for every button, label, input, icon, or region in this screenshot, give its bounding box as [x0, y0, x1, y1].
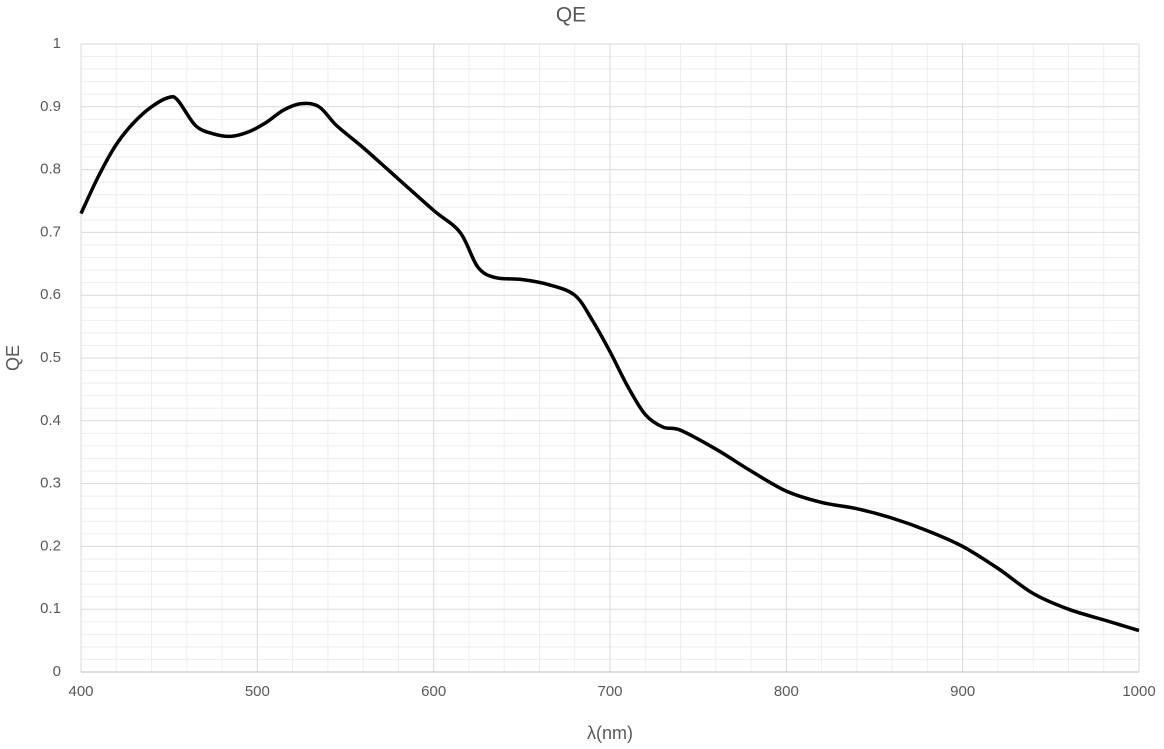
- y-tick-label: 0.7: [40, 223, 61, 240]
- x-tick-label: 700: [597, 683, 622, 700]
- y-tick-label: 0.4: [40, 412, 61, 429]
- chart-title: QE: [556, 4, 586, 27]
- y-tick-label: 0.3: [40, 475, 61, 492]
- x-tick-label: 600: [421, 683, 446, 700]
- y-tick-label: 0.6: [40, 286, 61, 303]
- y-axis-label: QE: [3, 345, 23, 371]
- y-tick-label: 0.9: [40, 98, 61, 115]
- x-tick-label: 1000: [1122, 683, 1155, 700]
- x-tick-label: 500: [245, 683, 270, 700]
- y-tick-label: 1: [53, 35, 61, 52]
- x-tick-label: 900: [950, 683, 975, 700]
- x-tick-label: 800: [774, 683, 799, 700]
- y-tick-label: 0.2: [40, 537, 61, 554]
- data-line: [79, 94, 1140, 633]
- x-axis-label: λ(nm): [587, 723, 633, 743]
- y-tick-label: 0: [53, 663, 61, 680]
- y-tick-label: 0.8: [40, 161, 61, 178]
- y-tick-label: 0.1: [40, 600, 61, 617]
- y-tick-label: 0.5: [40, 349, 61, 366]
- x-tick-label: 400: [68, 683, 93, 700]
